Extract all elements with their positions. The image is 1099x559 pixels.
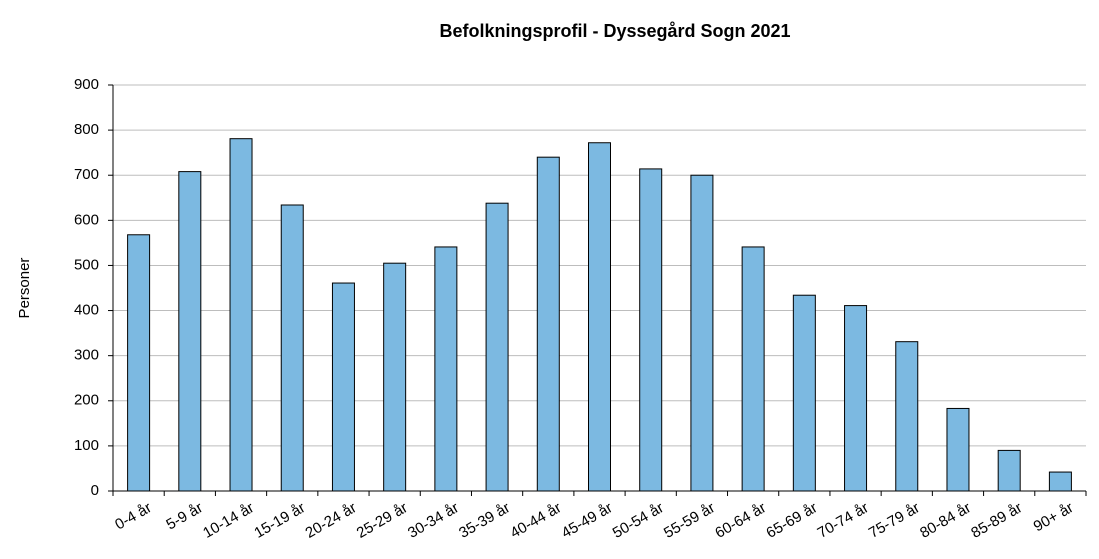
y-tick-label: 100 (74, 437, 99, 454)
y-axis-label: Personer (16, 258, 33, 319)
y-tick-label: 800 (74, 121, 99, 138)
bar (741, 246, 765, 492)
y-tick-label: 200 (74, 392, 99, 409)
x-tick-label: 60-64 år (712, 499, 769, 542)
bar (997, 449, 1021, 492)
bar (383, 262, 407, 492)
bar (1048, 471, 1072, 492)
y-tick-label: 0 (91, 482, 99, 499)
x-tick-label: 30-34 år (405, 499, 462, 542)
y-tick-label: 300 (74, 347, 99, 364)
x-tick-label: 75-79 år (866, 499, 923, 542)
y-tick-label: 900 (74, 76, 99, 93)
x-tick-label: 40-44 år (507, 499, 564, 542)
bar (536, 156, 560, 492)
bar (229, 138, 253, 492)
y-tick-label: 400 (74, 302, 99, 319)
x-tick-label: 35-39 år (456, 499, 513, 542)
bar (331, 282, 355, 492)
x-tick-label: 15-19 år (251, 499, 308, 542)
bar (588, 142, 611, 492)
y-tick-label: 600 (74, 211, 99, 228)
x-tick-label: 25-29 år (354, 499, 411, 542)
y-tick-label: 700 (74, 166, 99, 183)
chart-title: Befolkningsprofil - Dyssegård Sogn 2021 (439, 21, 790, 41)
x-tick-label: 55-59 år (661, 499, 718, 542)
bar (895, 341, 919, 492)
bar (280, 204, 304, 492)
bar (178, 171, 202, 492)
bar (792, 294, 816, 492)
bar (690, 174, 714, 492)
bar (485, 202, 509, 492)
x-tick-label: 45-49 år (559, 499, 616, 542)
x-tick-label: 5-9 år (163, 499, 205, 533)
x-tick-label: 80-84 år (917, 499, 974, 542)
x-tick-label: 0-4 år (112, 499, 154, 533)
x-tick-label: 20-24 år (303, 499, 360, 542)
x-tick-label: 90+ år (1031, 499, 1077, 535)
x-tick-label: 50-54 år (610, 499, 667, 542)
bar (639, 168, 663, 492)
x-tick-label: 10-14 år (200, 499, 257, 542)
bar (434, 246, 458, 492)
x-tick-label: 65-69 år (763, 499, 820, 542)
y-tick-label: 500 (74, 256, 99, 273)
bar (844, 305, 868, 492)
bar (127, 234, 151, 492)
x-tick-label: 85-89 år (968, 499, 1025, 542)
x-tick-label: 70-74 år (815, 499, 872, 542)
bar (946, 407, 970, 492)
